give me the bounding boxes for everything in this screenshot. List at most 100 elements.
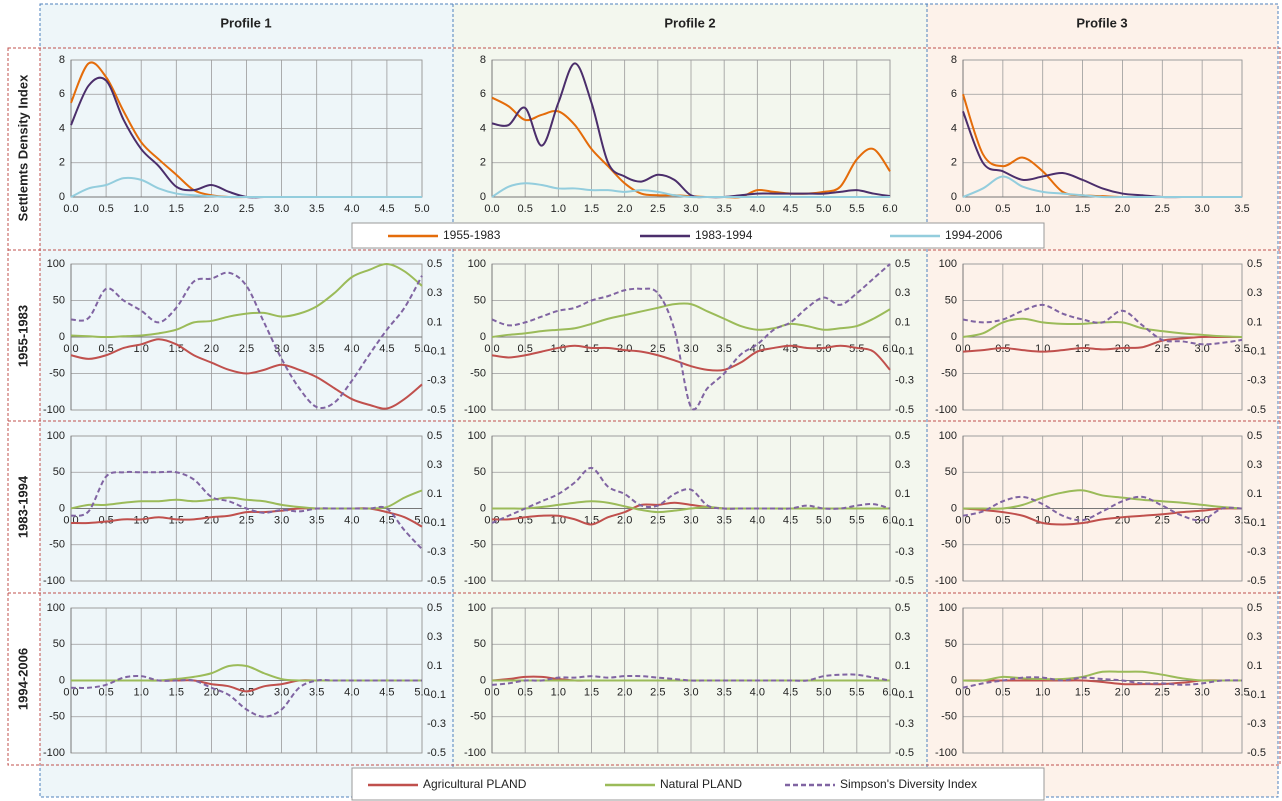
y-tick-label: 100: [47, 258, 65, 270]
x-tick-label: 3.5: [1234, 203, 1249, 215]
y-tick-label: 50: [474, 294, 486, 306]
y2-tick-label: -0.3: [427, 718, 446, 730]
y-tick-label: 0: [59, 674, 65, 686]
x-tick-label: 6.0: [882, 686, 897, 698]
series-line: [962, 489, 1243, 510]
y2-tick-label: -0.1: [1247, 689, 1266, 701]
y-tick-label: 50: [945, 294, 957, 306]
y2-tick-label: -0.1: [427, 346, 446, 358]
x-tick-label: 4.5: [379, 203, 394, 215]
x-tick-label: 4.5: [783, 514, 798, 526]
y-tick-label: 8: [951, 54, 957, 66]
x-tick-label: 3.0: [274, 514, 289, 526]
x-tick-label: 6.0: [882, 514, 897, 526]
y-tick-label: 50: [53, 466, 65, 478]
y-tick-label: 4: [480, 122, 486, 134]
x-tick-label: 3.0: [274, 203, 289, 215]
series-line: [962, 303, 1243, 346]
y-tick-label: 2: [480, 157, 486, 169]
y-tick-label: 50: [945, 466, 957, 478]
y-tick-label: 100: [939, 430, 957, 442]
y2-tick-label: 0.1: [427, 488, 442, 500]
y-tick-label: -50: [470, 367, 486, 379]
y-tick-label: 100: [939, 258, 957, 270]
y2-tick-label: 0.5: [427, 602, 442, 614]
x-tick-label: 2.5: [1155, 686, 1170, 698]
x-tick-label: 0.5: [98, 514, 113, 526]
y-tick-label: 0: [59, 331, 65, 343]
y2-tick-label: -0.5: [1247, 404, 1266, 416]
legend-label: 1983-1994: [695, 228, 753, 242]
row-header: Settlemts Density Index: [15, 74, 30, 221]
y2-tick-label: 0.5: [895, 258, 910, 270]
x-tick-label: 0.0: [955, 203, 970, 215]
y2-tick-label: 0.5: [427, 430, 442, 442]
x-tick-label: 6.0: [882, 203, 897, 215]
series-line: [70, 176, 422, 199]
series-line: [491, 62, 891, 199]
x-tick-label: 2.5: [239, 686, 254, 698]
x-tick-label: 1.0: [134, 686, 149, 698]
y-tick-label: 100: [468, 430, 486, 442]
legend-label: Simpson's Diversity Index: [840, 777, 977, 791]
y-tick-label: 100: [939, 602, 957, 614]
x-tick-label: 3.0: [274, 686, 289, 698]
y-tick-label: -50: [941, 367, 957, 379]
x-tick-label: 0.5: [98, 343, 113, 355]
y2-tick-label: 0.1: [1247, 660, 1262, 672]
y-tick-label: 50: [53, 638, 65, 650]
y2-tick-label: 0.3: [1247, 287, 1262, 299]
x-tick-label: 2.5: [1155, 203, 1170, 215]
series-line: [70, 338, 423, 410]
y-tick-label: -50: [49, 539, 65, 551]
x-tick-label: 5.0: [816, 203, 831, 215]
row-header: 1994-2006: [15, 648, 30, 710]
x-tick-label: 6.0: [882, 343, 897, 355]
row-border: [7, 47, 1281, 766]
x-tick-label: 3.5: [1234, 514, 1249, 526]
series-line: [491, 673, 891, 686]
y-tick-label: 0: [480, 191, 486, 203]
x-tick-label: 0.5: [995, 203, 1010, 215]
y-tick-label: 100: [47, 430, 65, 442]
y2-tick-label: -0.3: [895, 546, 914, 558]
y-tick-label: 0: [59, 502, 65, 514]
y-tick-label: -100: [464, 404, 486, 416]
y-tick-label: 6: [59, 88, 65, 100]
y2-tick-label: 0.5: [895, 602, 910, 614]
x-tick-label: 4.5: [783, 343, 798, 355]
y2-tick-label: -0.5: [427, 747, 446, 759]
x-tick-label: 4.0: [344, 343, 359, 355]
y-tick-label: 6: [480, 88, 486, 100]
y-tick-label: 0: [480, 502, 486, 514]
series-line: [491, 302, 891, 338]
x-tick-label: 0.5: [98, 686, 113, 698]
series-line: [962, 335, 1242, 353]
y-tick-label: 50: [945, 638, 957, 650]
legend-label: 1994-2006: [945, 228, 1003, 242]
x-tick-label: 0.0: [63, 203, 78, 215]
x-tick-label: 1.0: [1035, 343, 1050, 355]
y2-tick-label: -0.3: [1247, 546, 1266, 558]
x-tick-label: 3.5: [309, 686, 324, 698]
y2-tick-label: -0.1: [427, 517, 446, 529]
y-tick-label: 2: [951, 157, 957, 169]
series-line: [491, 263, 891, 411]
y-tick-label: 6: [951, 88, 957, 100]
x-tick-label: 2.0: [1115, 203, 1130, 215]
y-tick-label: -50: [941, 539, 957, 551]
y-tick-label: 100: [468, 602, 486, 614]
x-tick-label: 5.0: [414, 686, 429, 698]
y2-tick-label: 0.3: [895, 287, 910, 299]
y-tick-label: 50: [474, 466, 486, 478]
x-tick-label: 2.5: [650, 203, 665, 215]
y-tick-label: 0: [480, 674, 486, 686]
x-tick-label: 3.0: [683, 343, 698, 355]
x-tick-label: 2.5: [239, 514, 254, 526]
y2-tick-label: -0.3: [895, 375, 914, 387]
x-tick-label: 5.0: [414, 343, 429, 355]
y2-tick-label: -0.5: [1247, 575, 1266, 587]
x-tick-label: 3.5: [717, 343, 732, 355]
x-tick-label: 4.5: [379, 686, 394, 698]
x-tick-label: 3.5: [717, 514, 732, 526]
